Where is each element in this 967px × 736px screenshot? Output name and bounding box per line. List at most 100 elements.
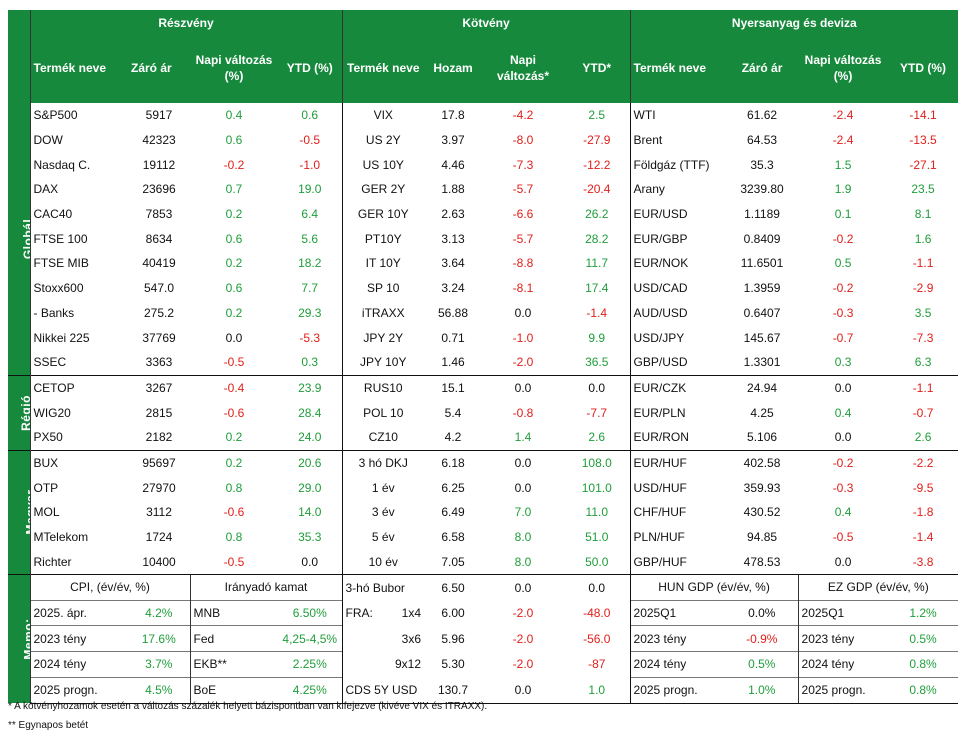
cfx-daily-change: 0.0 <box>834 430 852 445</box>
equity-close: 1724 <box>145 530 173 545</box>
bond-yield: 4.46 <box>441 157 465 172</box>
group-global: Globál <box>8 103 30 376</box>
memo-header-row: Memo: CPI, (év/év, %) Irányadó kamat 3-hó B… <box>8 574 959 703</box>
hun-gdp-value: 0.5% <box>726 651 799 678</box>
ez-gdp-value: 0.8% <box>888 676 959 704</box>
hun-gdp-label: 2024 tény <box>629 651 727 678</box>
cfx-name: GBP/USD <box>629 349 727 376</box>
equity-ytd: 29.3 <box>298 305 322 320</box>
bond-yield: 15.1 <box>424 374 482 401</box>
fra-change: -2.0 <box>512 631 534 646</box>
equity-name: PX50 <box>29 424 128 451</box>
fra-ytd: 1.0 <box>564 677 631 704</box>
equity-ytd: 24.0 <box>298 430 322 445</box>
equity-name: MTelekom <box>29 524 128 550</box>
bond-ytd: 9.9 <box>588 330 606 345</box>
memo-row: 2024 tény 3.7% EKB** 2.25% 9x12 5.30 -2.0 -87 20… <box>8 651 959 678</box>
cfx-ytd: -0.7 <box>912 405 934 420</box>
col-header: Termék neve <box>341 35 424 103</box>
cfx-daily-change: -0.7 <box>832 330 854 345</box>
cfx-ytd: -9.5 <box>912 480 934 495</box>
fra-change: -2.0 <box>512 657 534 672</box>
corner-cell-2 <box>8 35 30 103</box>
cpi-value: 3.7% <box>128 651 190 678</box>
bond-yield: 4.2 <box>444 430 462 445</box>
col-header: YTD (%) <box>888 35 959 103</box>
cpi-label: 2024 tény <box>29 651 128 678</box>
cfx-name: USD/JPY <box>629 325 727 350</box>
fra-tenor: 1x4 <box>401 606 421 621</box>
table-row: PX50 2182 0.2 24.0 CZ10 4.2 1.4 2.6 EUR/RON 5.106… <box>8 424 958 451</box>
cfx-name: USD/HUF <box>629 475 727 500</box>
bond-name: RUS10 <box>341 374 424 401</box>
equity-name: Richter <box>29 549 128 575</box>
bond-ytd: 26.2 <box>585 207 609 222</box>
bond-ytd: 2.6 <box>588 430 606 445</box>
cfx-close: 0.6407 <box>743 305 781 320</box>
cfx-daily-change: 0.5 <box>834 256 852 271</box>
equity-daily-change: 0.7 <box>225 182 243 197</box>
cfx-daily-change: 0.4 <box>834 505 852 520</box>
bond-daily-change: -8.8 <box>512 256 534 271</box>
equity-close: 40419 <box>142 256 176 271</box>
hun-gdp-value: -0.9% <box>726 625 799 652</box>
equity-ytd: 6.4 <box>301 207 319 222</box>
bond-yield: 3.64 <box>441 256 465 271</box>
bond-daily-change: -8.1 <box>512 281 534 296</box>
ez-gdp-value: 0.5% <box>888 625 959 652</box>
cfx-ytd: -7.3 <box>912 330 934 345</box>
fra-change: -2.0 <box>512 606 534 621</box>
cfx-name: EUR/PLN <box>629 400 727 425</box>
table-row: DAX 23696 0.7 19.0 GER 2Y 1.88 -5.7 -20.4 Arany 3… <box>8 177 958 202</box>
bond-daily-change: -1.0 <box>512 330 534 345</box>
memo-row: 2025 progn. 4.5% BoE 4.25% CDS 5Y USD 130.7 0.… <box>8 676 959 704</box>
bond-ytd: -27.9 <box>583 133 611 148</box>
col-header: Napi változás (%) <box>798 35 889 103</box>
fra-value: 130.7 <box>424 677 482 704</box>
cpi-value: 17.6% <box>128 625 190 652</box>
rate-value: 6.50% <box>278 599 342 626</box>
cfx-name: USD/CAD <box>629 275 727 301</box>
fra-ytd: -87 <box>588 657 606 672</box>
fra-value: 5.96 <box>441 631 465 646</box>
equity-daily-change: 0.2 <box>225 256 243 271</box>
equity-daily-change: -0.4 <box>190 374 278 401</box>
group-memo: Memo: <box>8 574 30 703</box>
cpi-label: 2025. ápr. <box>29 599 128 626</box>
bond-daily-change: -4.2 <box>512 108 534 123</box>
bond-ytd: -12.2 <box>583 157 611 172</box>
table-row: SSEC 3363 -0.5 0.3 JPY 10Y 1.46 -2.0 36.5 GBP/US… <box>8 349 958 376</box>
table-row: CAC40 7853 0.2 6.4 GER 10Y 2.63 -6.6 26.2 EUR/US… <box>8 201 958 227</box>
fra-change: 0.0 <box>482 677 564 704</box>
bond-yield: 7.05 <box>441 554 465 569</box>
equity-close: 3267 <box>128 374 190 401</box>
equity-close: 3363 <box>145 355 173 370</box>
equity-ytd: -1.0 <box>299 157 321 172</box>
bond-name: CZ10 <box>341 424 424 451</box>
col-header: Záró ár <box>128 35 190 103</box>
cfx-daily-change: 0.0 <box>834 554 852 569</box>
cfx-ytd: -2.9 <box>912 281 934 296</box>
equity-name: CETOP <box>29 374 128 401</box>
cfx-daily-change: -0.2 <box>832 281 854 296</box>
equity-ytd: 7.7 <box>301 281 319 296</box>
bond-ytd: 36.5 <box>585 355 609 370</box>
col-header: YTD* <box>564 35 631 103</box>
bond-yield: 17.8 <box>441 108 465 123</box>
bond-yield: 0.71 <box>441 330 465 345</box>
equity-close: 547.0 <box>143 281 175 296</box>
table-row: FTSE 100 8634 0.6 5.6 PT10Y 3.13 -5.7 28.2 EUR/G… <box>8 226 958 252</box>
equity-daily-change: 0.8 <box>225 530 243 545</box>
bubor-label: 3-hó Bubor <box>341 574 424 601</box>
rate-label: MNB <box>189 599 278 626</box>
bond-ytd: 2.5 <box>588 108 606 123</box>
fra-tenor: 3x6 <box>401 631 421 646</box>
rate-label: EKB** <box>189 651 278 678</box>
fra-label: CDS 5Y USD <box>345 682 418 697</box>
bond-daily-change: 0.0 <box>514 480 532 495</box>
bond-yield: 3.24 <box>441 281 465 296</box>
equity-daily-change: 0.4 <box>225 108 243 123</box>
cfx-close: 0.8409 <box>743 231 781 246</box>
footnote-1: * A kötvényhozamok esetén a változás szá… <box>8 701 488 712</box>
bond-daily-change: -2.0 <box>512 355 534 370</box>
